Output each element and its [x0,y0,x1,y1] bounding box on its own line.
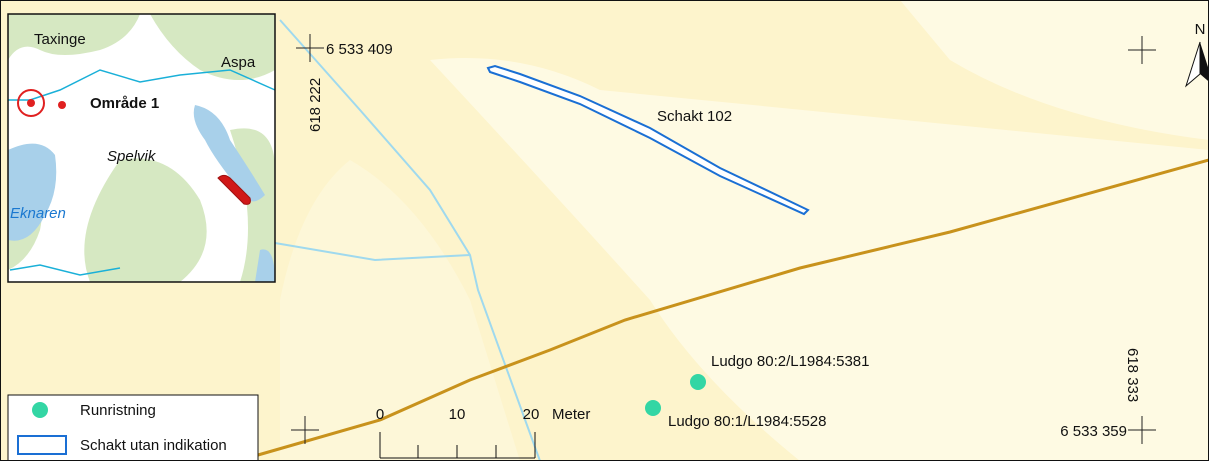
light-area [900,0,1209,140]
lake-label: Eknaren [10,205,66,222]
scale-label: 10 [449,406,466,423]
place-label: Spelvik [107,148,157,165]
location-ring [17,89,45,117]
place-label: Aspa [221,54,256,71]
legend-symbol [32,402,48,418]
legend-symbol [17,435,67,455]
trench [486,64,810,216]
inset-frame [7,13,276,283]
coordinate-label: 618 222 [307,78,324,132]
forest [84,158,207,282]
site-label: Ludgo 80:2/L1984:5381 [711,353,870,370]
inset-map: Taxinge Aspa Område 1 Spelvik Eknaren [7,13,276,283]
coordinate-label: 6 533 409 [326,41,393,58]
forest [150,14,275,80]
scale-bar [379,432,536,459]
place-label: Taxinge [34,31,86,48]
coordinate-label: 618 333 [1124,348,1141,402]
light-area [430,58,1209,461]
area-label: Område 1 [90,95,159,112]
lake [255,249,275,282]
stream [8,69,276,101]
rune-stone [645,400,661,416]
site-label: Ludgo 80:1/L1984:5528 [668,413,827,430]
north-arrow [1200,42,1209,82]
legend-label: Schakt utan indikation [80,437,227,454]
stream [274,242,471,262]
road [257,158,1209,457]
scale-label: 20 [523,406,540,423]
location-dot [27,99,35,107]
north-label: N [1195,21,1206,38]
scale-unit: Meter [552,406,590,423]
legend: Runristning Schakt utan indikation [7,394,259,461]
scale-label: 0 [376,406,384,423]
legend-label: Runristning [80,402,156,419]
coordinate-label: 6 533 359 [1060,423,1127,440]
location-dot [58,101,66,109]
crosshairs [291,34,1156,444]
trench-label: Schakt 102 [657,108,732,125]
stream [9,264,121,276]
rune-stone [690,374,706,390]
stream [279,19,541,461]
lake [8,143,57,241]
legend-frame [7,394,259,461]
forest [8,14,140,60]
lake [193,105,265,202]
area-marker [217,174,251,205]
